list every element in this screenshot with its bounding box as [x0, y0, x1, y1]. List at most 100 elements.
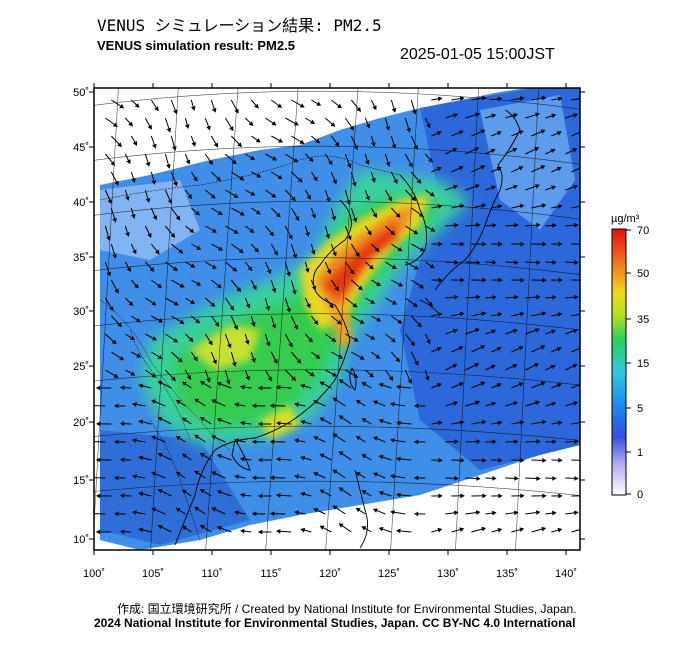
wind-arrow-head: [257, 385, 263, 391]
wind-arrow-head: [481, 95, 487, 101]
wind-arrow-head: [249, 228, 255, 233]
wind-arrow-head: [125, 231, 130, 237]
wind-arrow-head: [106, 235, 111, 241]
wind-arrow-head: [211, 471, 217, 476]
wind-arrow-head: [130, 335, 135, 341]
wind-arrow-head: [361, 418, 367, 423]
wind-arrow-head: [254, 247, 259, 253]
wind-arrow-head: [331, 216, 337, 221]
wind-arrow: [571, 422, 580, 425]
wind-arrow-head: [437, 204, 443, 209]
wind-arrow-head: [365, 195, 370, 201]
wind-arrow-head: [496, 383, 502, 388]
wind-arrow-head: [310, 250, 316, 255]
wind-arrow-head: [194, 470, 200, 476]
wind-arrow: [94, 405, 106, 407]
wind-arrow-head: [352, 302, 358, 308]
wind-arrow-head: [551, 113, 557, 119]
wind-arrow-head: [513, 510, 519, 516]
wind-arrow-head: [234, 108, 239, 114]
wind-arrow-head: [157, 380, 163, 386]
wind-arrow-head: [459, 96, 465, 101]
wind-arrow-head: [193, 176, 198, 182]
wind-arrow-head: [417, 322, 422, 328]
wind-arrow-head: [556, 383, 562, 388]
wind-arrow-head: [392, 300, 397, 305]
wind-arrow-head: [305, 231, 310, 237]
wind-arrow-head: [387, 196, 393, 202]
wind-arrow-head: [210, 193, 216, 199]
lat-label: 15˚: [73, 475, 89, 487]
wind-arrow-head: [395, 357, 400, 363]
wind-arrow-head: [238, 248, 244, 254]
wind-arrow-head: [315, 138, 320, 144]
wind-arrow-head: [167, 199, 173, 205]
wind-arrow-head: [218, 246, 224, 251]
wind-arrow-head: [332, 179, 337, 185]
wind-arrow-head: [336, 319, 342, 325]
wind-arrow-head: [497, 204, 503, 209]
wind-arrow-head: [552, 295, 557, 300]
wind-arrow-head: [573, 510, 579, 516]
wind-arrow-head: [406, 127, 411, 133]
wind-arrow-head: [520, 277, 525, 283]
high-zone-west: [190, 325, 260, 370]
wind-arrow-head: [491, 401, 497, 407]
lon-label: 130˚: [437, 568, 459, 580]
wind-arrow-head: [534, 363, 540, 368]
wind-arrow-head: [240, 528, 245, 534]
wind-arrow-head: [518, 346, 524, 351]
wind-arrow-head: [557, 527, 563, 533]
wind-arrow-head: [214, 321, 220, 327]
wind-arrow-head: [557, 420, 563, 426]
wind-arrow-head: [429, 191, 435, 197]
wind-arrow-head: [313, 400, 319, 405]
wind-arrow-head: [418, 212, 424, 217]
wind-arrow-head: [426, 123, 431, 129]
wind-arrow-head: [119, 493, 125, 499]
wind-arrow-head: [428, 157, 433, 163]
wind-arrow-head: [410, 341, 415, 347]
wind-arrow-head: [378, 454, 384, 460]
wind-arrow-head: [195, 318, 200, 324]
wind-arrow-head: [475, 510, 481, 515]
wind-arrow-head: [211, 507, 217, 512]
wind-arrow-head: [319, 453, 325, 458]
wind-arrow-head: [361, 490, 367, 495]
wind-arrow-head: [293, 121, 299, 126]
lat-label: 40˚: [73, 197, 89, 209]
wind-arrow-head: [492, 259, 497, 265]
wind-arrow-head: [119, 355, 125, 361]
wind-arrow-head: [275, 456, 281, 462]
wind-arrow-head: [349, 269, 355, 275]
wind-arrow-head: [490, 364, 496, 370]
lat-label: 45˚: [73, 142, 89, 154]
colorbar-tick: 5: [637, 403, 643, 415]
wind-arrow-head: [425, 376, 430, 381]
wind-arrow-head: [490, 148, 496, 154]
wind-arrow-head: [267, 376, 273, 382]
wind-arrow-head: [338, 451, 344, 456]
wind-arrow-head: [240, 420, 245, 426]
wind-arrow-head: [248, 121, 254, 127]
wind-arrow-head: [252, 285, 257, 291]
colorbar-tick: 1: [637, 447, 643, 459]
wind-arrow-head: [436, 346, 442, 352]
wind-arrow-head: [370, 299, 376, 304]
wind-arrow-head: [136, 353, 142, 358]
wind-arrow-head: [372, 400, 378, 405]
wind-arrow-head: [453, 328, 458, 334]
wind-arrow-head: [460, 277, 465, 283]
wind-arrow-head: [413, 265, 419, 270]
wind-arrow-head: [239, 175, 245, 181]
wind-arrow-head: [372, 212, 377, 218]
wind-arrow-head: [216, 176, 222, 182]
wind-arrow-head: [134, 103, 140, 108]
wind-arrow-head: [119, 457, 125, 463]
wind-arrow-head: [573, 328, 578, 334]
wind-arrow-head: [138, 383, 144, 389]
wind-arrow-head: [520, 457, 525, 463]
title-japanese: VENUS シミュレーション結果: PM2.5: [97, 16, 382, 35]
wind-arrow-head: [453, 184, 458, 190]
wind-arrow-head: [119, 104, 125, 109]
